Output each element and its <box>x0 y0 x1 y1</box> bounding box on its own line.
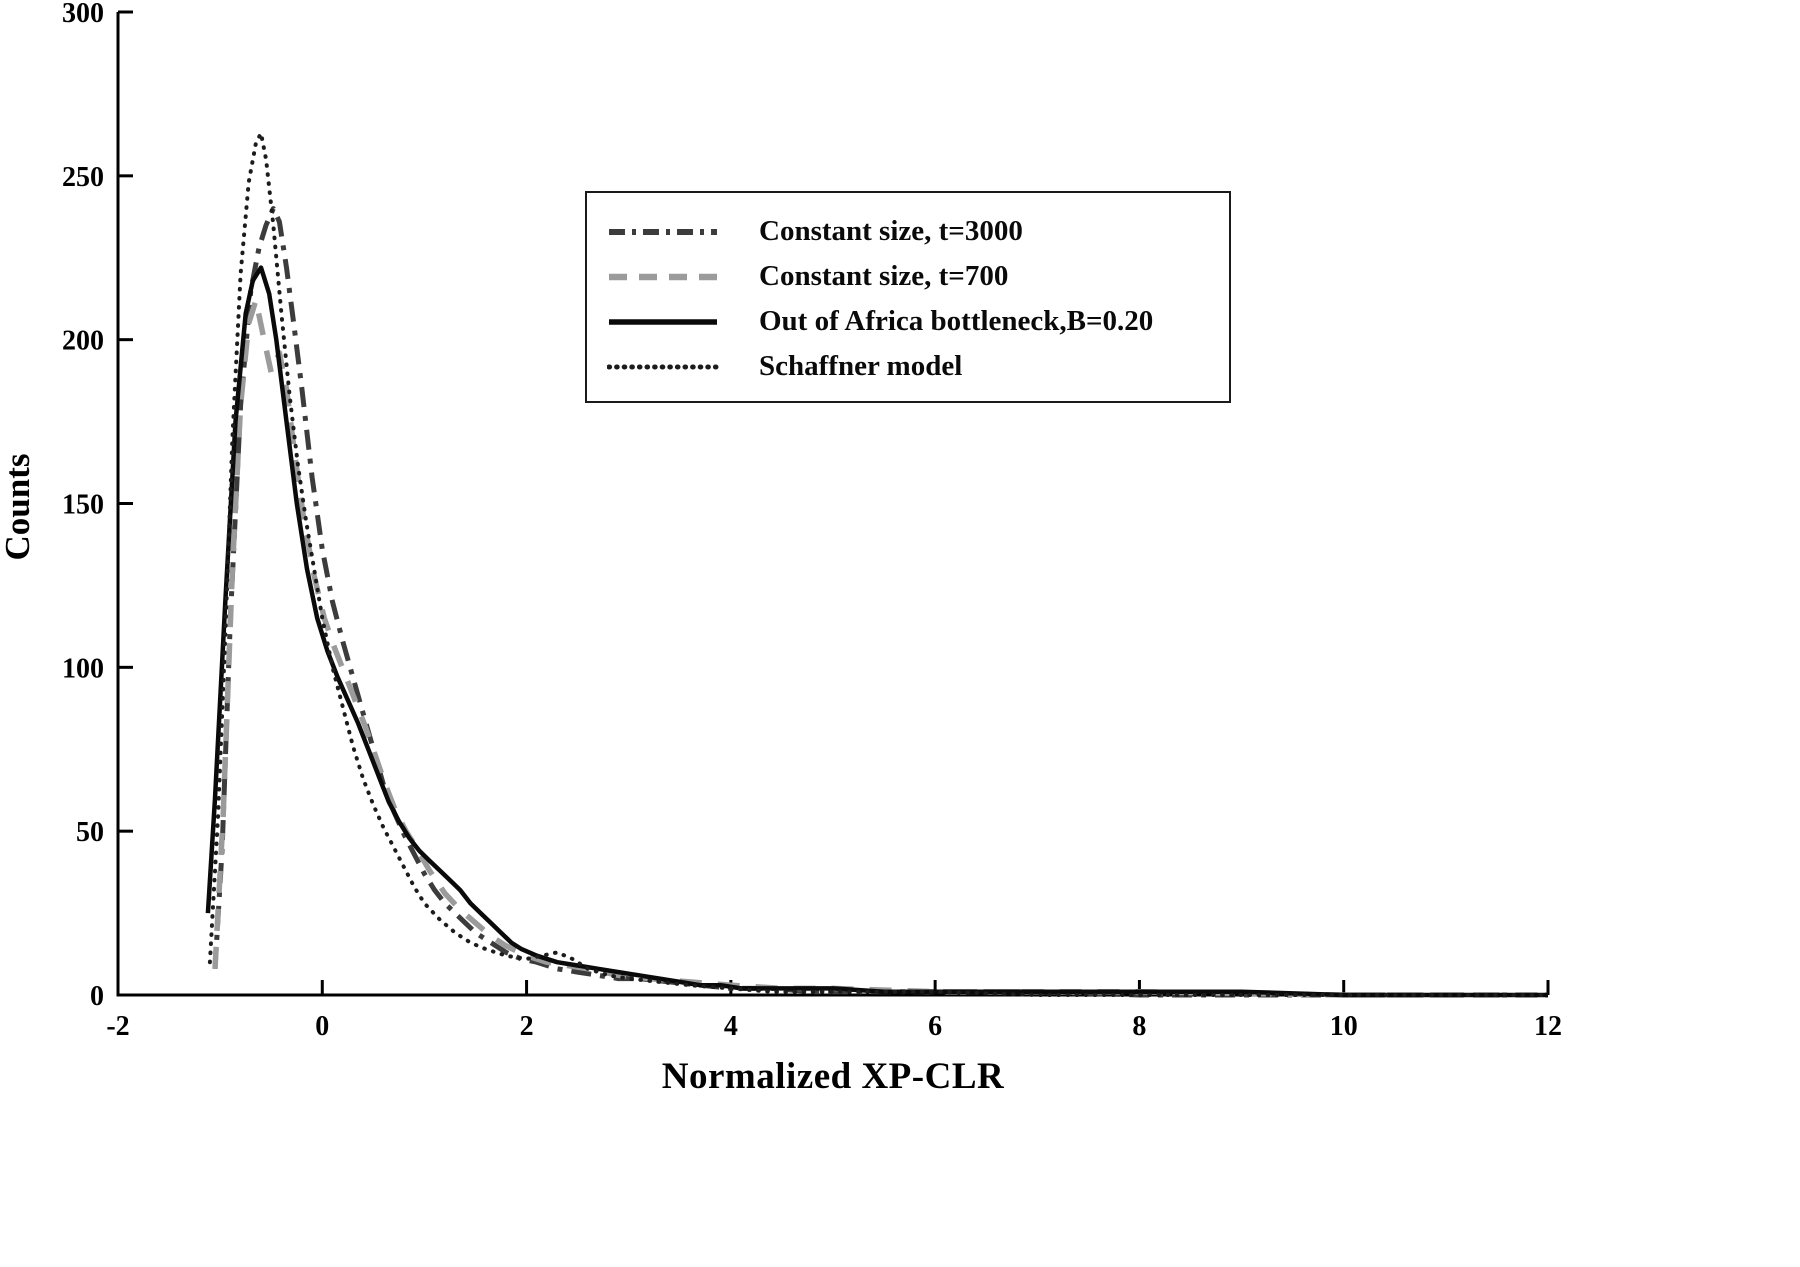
y-tick-label: 300 <box>62 0 104 29</box>
series-line-2 <box>205 265 1548 998</box>
series-line-3 <box>207 131 1550 997</box>
legend: Constant size, t=3000 Constant size, t=70… <box>585 191 1231 403</box>
x-tick-label: 0 <box>315 1011 329 1042</box>
y-tick-label: 250 <box>62 162 104 193</box>
x-tick-label: 10 <box>1330 1011 1358 1042</box>
x-tick-label: 6 <box>928 1011 942 1042</box>
x-tick-label: 8 <box>1132 1011 1146 1042</box>
y-tick-label: 50 <box>76 817 104 848</box>
legend-item: Constant size, t=3000 <box>587 209 1229 254</box>
legend-line-sample-solid <box>609 318 717 325</box>
y-tick-label: 0 <box>90 981 104 1012</box>
legend-label: Out of Africa bottleneck,B=0.20 <box>759 305 1154 337</box>
legend-line-sample-dash-dot <box>609 228 717 235</box>
x-tick-label: -2 <box>106 1011 129 1042</box>
legend-line-sample-dashed <box>609 273 717 280</box>
x-tick-label: 2 <box>520 1011 534 1042</box>
legend-line-sample-dotted <box>607 364 719 369</box>
y-tick-label: 150 <box>62 490 104 521</box>
x-axis-label: Normalized XP-CLR <box>661 1056 1005 1097</box>
legend-label: Constant size, t=3000 <box>759 215 1023 247</box>
legend-item: Constant size, t=700 <box>587 254 1229 299</box>
y-tick-label: 200 <box>62 326 104 357</box>
legend-label: Constant size, t=700 <box>759 260 1009 292</box>
legend-item: Schaffner model <box>587 344 1229 389</box>
y-axis-label: Counts <box>0 453 37 561</box>
x-tick-label: 4 <box>724 1011 738 1042</box>
x-tick-label: 12 <box>1534 1011 1562 1042</box>
legend-item: Out of Africa bottleneck,B=0.20 <box>587 299 1229 344</box>
legend-label: Schaffner model <box>759 350 963 382</box>
y-tick-label: 100 <box>62 653 104 684</box>
